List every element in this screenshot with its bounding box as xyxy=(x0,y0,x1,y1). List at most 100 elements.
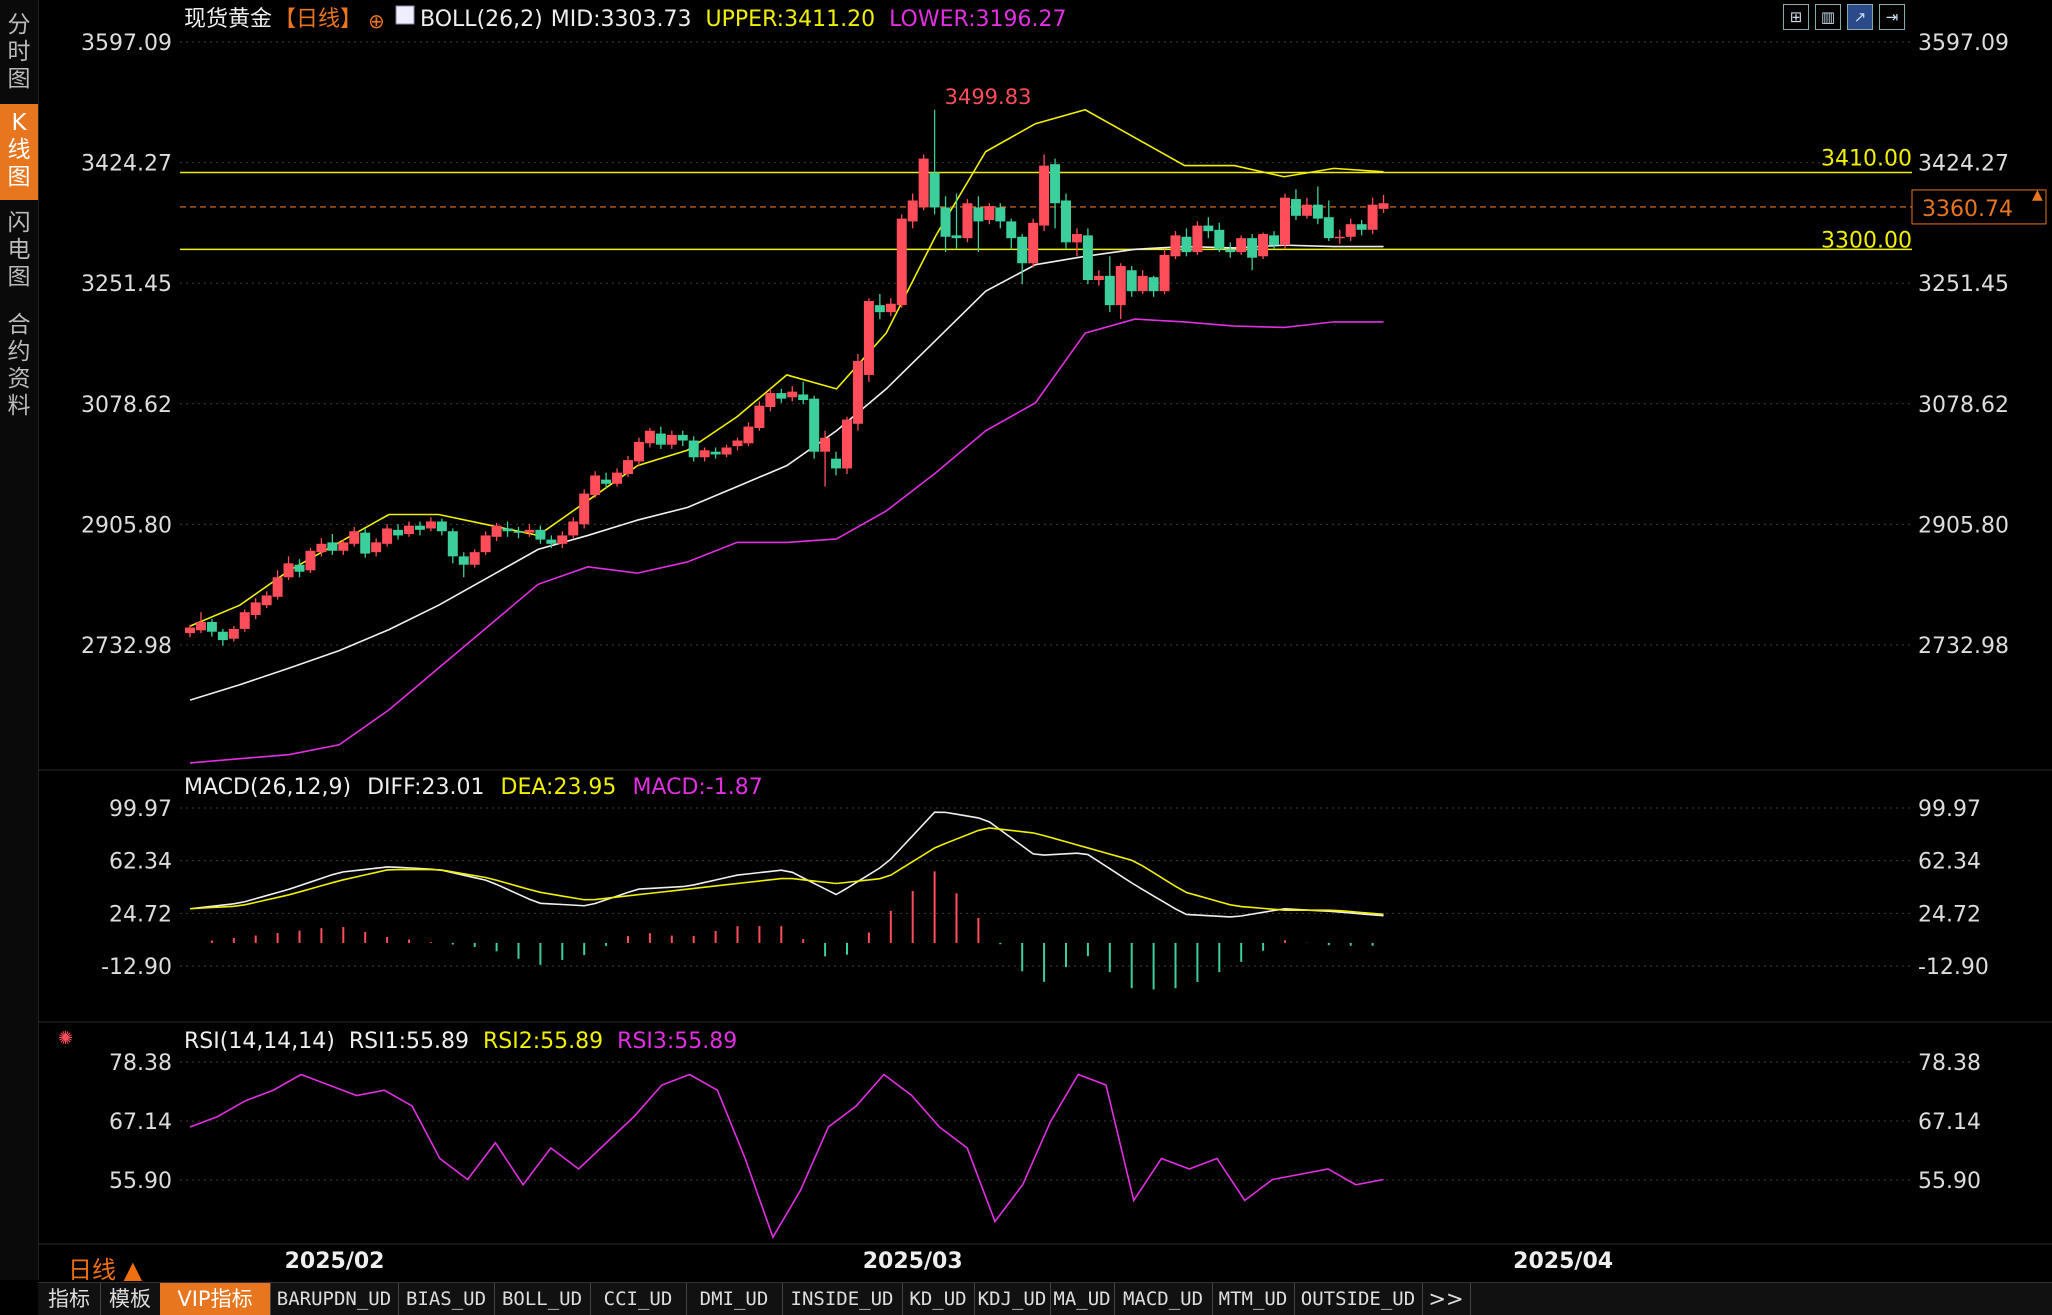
candle-body xyxy=(195,621,206,631)
left-axis-label: 3251.45 xyxy=(81,272,172,297)
bottom-tab-bias-ud[interactable]: BIAS_UD xyxy=(398,1283,495,1315)
left-axis-label: 55.90 xyxy=(109,1169,172,1194)
right-axis-label: 3078.62 xyxy=(1918,393,2009,418)
sidebar-tab-char: 资 xyxy=(7,366,31,392)
candle-body xyxy=(995,207,1006,222)
grid-icon[interactable]: ⊞ xyxy=(1783,4,1809,30)
candle-body xyxy=(1269,235,1280,246)
bottom-tab--[interactable]: 指标 xyxy=(38,1283,101,1315)
candle-body xyxy=(633,441,644,462)
candle-body xyxy=(1334,236,1345,239)
candle-body xyxy=(962,203,973,239)
candle-body xyxy=(590,475,601,495)
candle-body xyxy=(842,419,852,469)
sidebar-tab-0[interactable]: 分时图 xyxy=(0,6,38,102)
candle-body xyxy=(1367,204,1378,230)
candle-body xyxy=(1214,229,1225,250)
candle-body xyxy=(885,303,896,313)
boll-lower-value: LOWER:3196.27 xyxy=(889,7,1066,32)
sidebar-tab-char: 分 xyxy=(7,12,31,38)
bottom-tab-barupdn-ud[interactable]: BARUPDN_UD xyxy=(270,1283,399,1315)
rsi-line xyxy=(189,1073,1384,1240)
candle-body xyxy=(820,437,831,452)
candle-body xyxy=(1159,254,1170,292)
macd-dea-line xyxy=(189,827,1384,916)
candle-body xyxy=(1104,275,1115,306)
indicator-icon xyxy=(395,5,415,25)
candle-body xyxy=(1028,222,1039,264)
bottom-tab-inside-ud[interactable]: INSIDE_UD xyxy=(782,1283,903,1315)
left-axis-label: 3597.09 xyxy=(81,31,172,56)
sidebar-tab-char: 图 xyxy=(7,164,31,190)
candle-body xyxy=(316,543,327,553)
right-axis-label: 67.14 xyxy=(1918,1110,1981,1135)
candle-body xyxy=(896,218,907,306)
candle-body xyxy=(393,529,404,536)
macd-title: MACD(26,12,9) xyxy=(184,775,351,800)
right-axis-label: 55.90 xyxy=(1918,1169,1981,1194)
candle-body xyxy=(655,433,666,445)
sidebar-tab-char: 图 xyxy=(7,66,31,92)
bottom-tab-boll-ud[interactable]: BOLL_UD xyxy=(494,1283,591,1315)
candle-body xyxy=(699,450,710,458)
candle-body xyxy=(404,525,414,535)
candle-body xyxy=(1301,204,1312,216)
sidebar-tab-char: 约 xyxy=(7,339,31,365)
candle-body xyxy=(951,235,962,239)
left-axis-label: 2905.80 xyxy=(81,513,172,538)
candle-body xyxy=(579,493,590,525)
bottom-tab--[interactable]: 模板 xyxy=(100,1283,161,1315)
candle-body xyxy=(414,525,425,530)
sidebar-tab-3[interactable]: 合约资料 xyxy=(0,306,38,424)
left-axis-label: 2732.98 xyxy=(81,634,172,659)
sidebar-tab-char: 电 xyxy=(7,237,31,263)
candle-body xyxy=(1148,277,1159,292)
bottom-tab-dmi-ud[interactable]: DMI_UD xyxy=(686,1283,783,1315)
line-chart-icon[interactable]: ↗ xyxy=(1847,4,1873,30)
bottom-tab-kdj-ud[interactable]: KDJ_UD xyxy=(974,1283,1051,1315)
bottom-tab-cci-ud[interactable]: CCI_UD xyxy=(590,1283,687,1315)
candle-body xyxy=(1126,270,1137,292)
period-selector[interactable]: 日线 ▲ xyxy=(68,1256,143,1284)
candle-body xyxy=(721,447,732,455)
right-axis-label: 3424.27 xyxy=(1918,152,2009,177)
candle-body xyxy=(732,440,743,447)
bottom-tab-vip-[interactable]: VIP指标 xyxy=(160,1283,271,1315)
candle-body xyxy=(907,200,918,222)
left-axis-label: 3424.27 xyxy=(81,152,172,177)
bottom-tab--[interactable]: >> xyxy=(1422,1283,1471,1315)
candle-body xyxy=(863,300,874,375)
candle-body xyxy=(1203,225,1214,232)
candle-body xyxy=(1115,266,1126,306)
candle-body xyxy=(557,535,568,544)
sidebar-tab-2[interactable]: 闪电图 xyxy=(0,204,38,300)
date-axis-label: 2025/02 xyxy=(285,1249,385,1274)
candle-body xyxy=(1170,235,1181,257)
export-icon[interactable]: ⇥ xyxy=(1879,4,1905,30)
bottom-tab-kd-ud[interactable]: KD_UD xyxy=(902,1283,975,1315)
indicator-tabbar: 指标 模板 VIP指标 BARUPDN_UD BIAS_UD BOLL_UD CCI_UD D… xyxy=(38,1282,2052,1315)
bottom-tab-mtm-ud[interactable]: MTM_UD xyxy=(1212,1283,1295,1315)
left-axis-label: 3078.62 xyxy=(81,393,172,418)
candle-body xyxy=(1006,221,1017,239)
candle-body xyxy=(677,434,688,441)
candle-body xyxy=(1181,236,1192,253)
candle-body xyxy=(918,158,929,208)
rsi1-value: RSI1:55.89 xyxy=(349,1029,469,1054)
bars-icon[interactable]: ▥ xyxy=(1815,4,1841,30)
high-price-label: 3499.83 xyxy=(945,85,1032,109)
candle-body xyxy=(1247,238,1258,258)
bottom-tab-outside-ud[interactable]: OUTSIDE_UD xyxy=(1294,1283,1423,1315)
candle-body xyxy=(261,595,272,606)
candle-body xyxy=(688,440,699,458)
candle-body xyxy=(217,631,228,641)
level-label-lower: 3300.00 xyxy=(1821,228,1912,253)
candle-body xyxy=(1137,275,1148,292)
rsi2-value: RSI2:55.89 xyxy=(483,1029,603,1054)
kline-chart[interactable]: 3597.09 3597.09 3424.27 3424.27 3251.45 3251.… xyxy=(0,0,2052,1282)
candle-body xyxy=(469,552,480,565)
bottom-tab-macd-ud[interactable]: MACD_UD xyxy=(1114,1283,1213,1315)
bottom-tab-ma-ud[interactable]: MA_UD xyxy=(1050,1283,1115,1315)
sidebar-tab-char: 时 xyxy=(7,39,31,65)
